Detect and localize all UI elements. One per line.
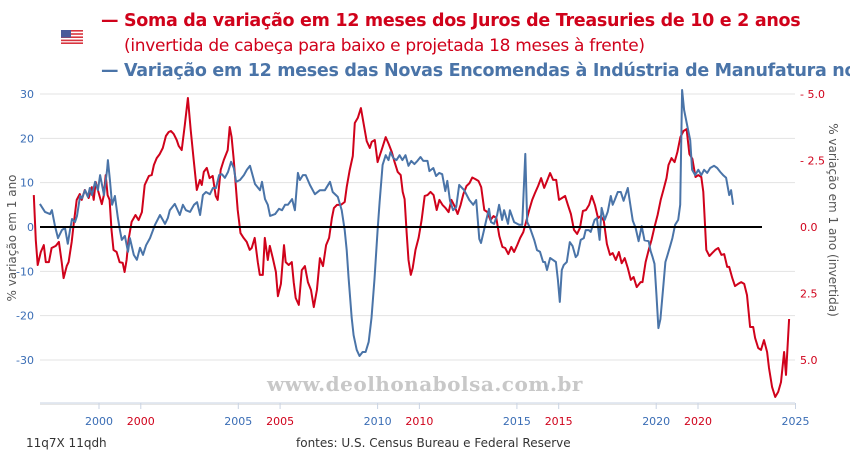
right-tick-label: - 5.0 (800, 88, 825, 101)
left-tick-label: 20 (20, 132, 34, 145)
series-line-treasury-spread (32, 97, 791, 398)
left-tick-label: -20 (16, 310, 34, 323)
left-tick-label: 0 (27, 221, 34, 234)
right-tick-label: 5.0 (800, 354, 818, 367)
x-tick-label-blue: 2005 (224, 415, 252, 428)
legend-red-series: — Soma da variação em 12 meses dos Juros… (101, 11, 801, 31)
x-tick-label-red: 2005 (266, 415, 294, 428)
x-tick-label-blue: 2000 (85, 415, 113, 428)
sources: fontes: U.S. Census Bureau e Federal Res… (296, 436, 571, 450)
left-axis-title: % variação em 1 ano (5, 174, 19, 301)
legend-red-series-subtitle: (invertida de cabeça para baixo e projet… (124, 36, 645, 56)
left-tick-label: 10 (20, 177, 34, 190)
us-flag-icon (61, 30, 83, 44)
x-tick-label-red: 2000 (127, 415, 155, 428)
left-tick-label: -10 (16, 265, 34, 278)
series-line-manufacturing-orders (39, 89, 735, 357)
left-tick-label: -30 (16, 354, 34, 367)
right-tick-label: 2.5 (800, 288, 818, 301)
right-axis-ticks: - 5.0 - 2.5 0.0 2.5 5.0 (800, 88, 825, 367)
watermark: www.deolhonabolsa.com.br (266, 372, 583, 396)
legend: — Soma da variação em 12 meses dos Juros… (0, 0, 850, 85)
right-tick-label: 0.0 (800, 221, 818, 234)
x-tick-label-blue: 2020 (642, 415, 670, 428)
x-tick-label-red: 2015 (545, 415, 573, 428)
legend-blue-series: — Variação em 12 meses das Novas Encomen… (101, 61, 850, 81)
right-tick-label: - 2.5 (800, 155, 825, 168)
x-tick-label-blue: 2015 (503, 415, 531, 428)
left-axis-ticks: 30 20 10 0 -10 -20 -30 (16, 88, 34, 367)
left-tick-label: 30 (20, 88, 34, 101)
right-axis-title: % variação em 1 ano (invertida) (826, 123, 840, 317)
x-tick-label-blue: 2025 (782, 415, 810, 428)
x-axis: 2000 2005 2010 2015 2020 2025 2000 2005 2010 2015… (40, 402, 810, 428)
series-codes: 11q7X 11qdh (26, 436, 107, 450)
x-tick-label-red: 2010 (405, 415, 433, 428)
x-tick-label-red: 2020 (684, 415, 712, 428)
series-lines (32, 89, 791, 398)
x-tick-label-blue: 2010 (364, 415, 392, 428)
